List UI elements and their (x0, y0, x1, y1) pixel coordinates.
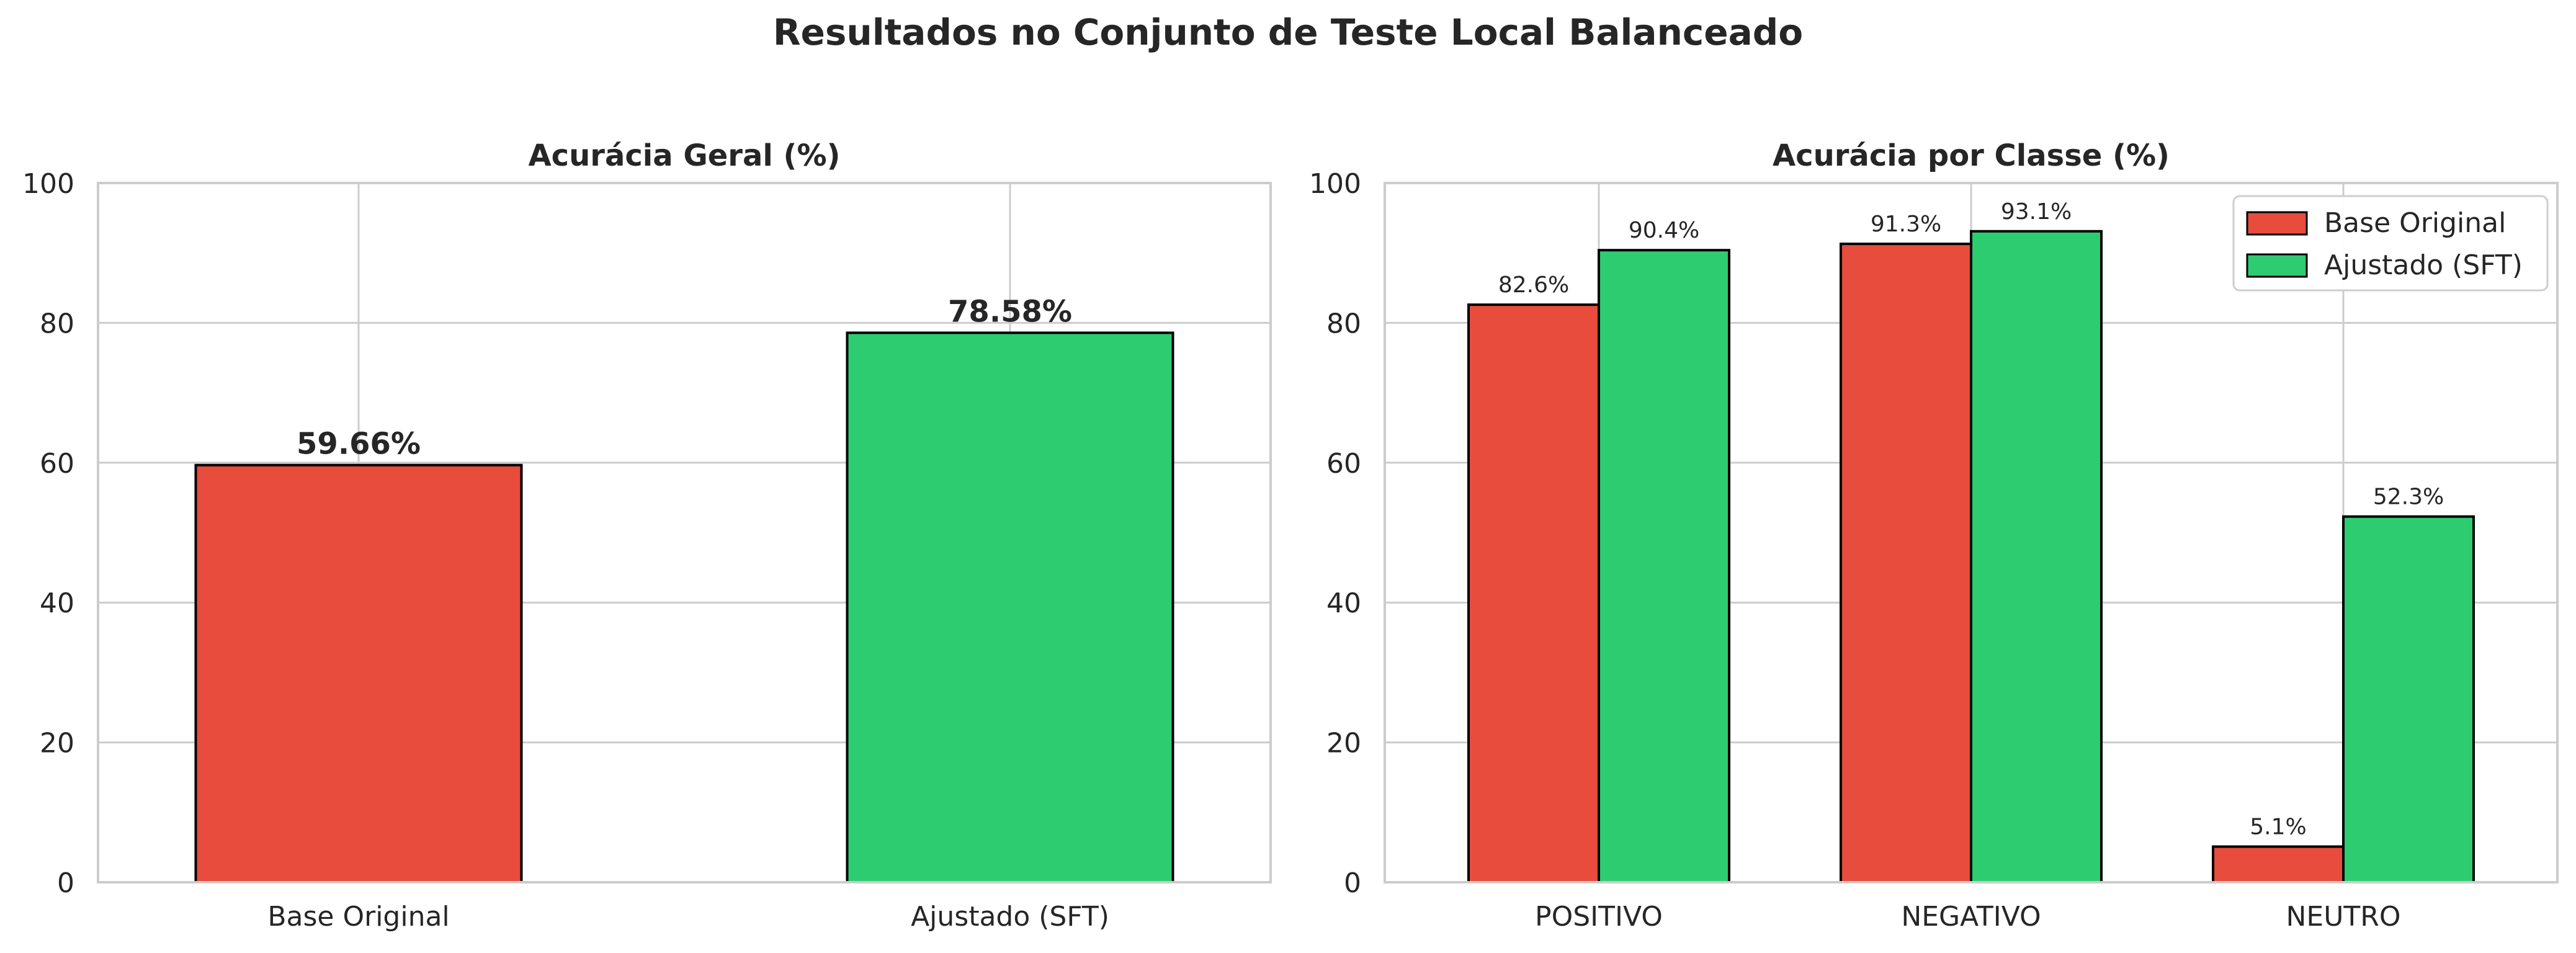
axes-frame (1384, 182, 2559, 884)
y-tick-label: 0 (1344, 867, 1361, 899)
legend-swatch (2246, 253, 2308, 278)
bar-ajustado-sft--0 (1598, 249, 1730, 884)
bar-value-label: 90.4% (1629, 218, 1699, 243)
x-tick-label: Ajustado (SFT) (911, 901, 1109, 933)
x-tick-label: Base Original (267, 901, 449, 933)
bar-ajustado-sft--1 (1970, 230, 2103, 884)
axes-title: Acurácia Geral (%) (529, 138, 841, 173)
bar-value-label: 91.3% (1871, 212, 1941, 237)
y-tick-label: 80 (1326, 308, 1361, 339)
axes-title: Acurácia por Classe (%) (1773, 138, 2170, 173)
x-tick-label: POSITIVO (1535, 901, 1663, 933)
bar-base-original-1 (1840, 243, 1972, 884)
bar-0 (194, 463, 523, 884)
bar-base-original-0 (1467, 303, 1600, 884)
y-tick-label: 100 (22, 168, 74, 200)
y-tick-label: 40 (1326, 588, 1361, 619)
legend-swatch (2246, 211, 2308, 236)
bar-base-original-2 (2212, 845, 2345, 884)
bar-ajustado-sft--2 (2342, 515, 2475, 884)
legend-box (2232, 195, 2549, 292)
y-tick-label: 100 (1309, 168, 1361, 200)
bar-value-label: 5.1% (2250, 815, 2306, 840)
y-tick-label: 60 (40, 448, 74, 480)
y-tick-label: 80 (40, 308, 74, 339)
axes-frame (97, 182, 1272, 884)
bar-value-label: 78.58% (948, 294, 1072, 329)
bar-value-label: 82.6% (1498, 272, 1569, 298)
x-tick-label: NEUTRO (2286, 901, 2400, 933)
bar-value-label: 52.3% (2373, 485, 2444, 510)
y-tick-label: 60 (1326, 448, 1361, 480)
y-tick-label: 20 (40, 728, 74, 759)
y-tick-label: 20 (1326, 728, 1361, 759)
y-tick-label: 40 (40, 588, 74, 619)
y-tick-label: 0 (57, 867, 74, 899)
bar-value-label: 93.1% (2001, 199, 2072, 225)
figure-title: Resultados no Conjunto de Teste Local Ba… (772, 11, 1804, 53)
bar-1 (846, 331, 1174, 884)
x-tick-label: NEGATIVO (1901, 901, 2041, 933)
legend-label: Base Original (2324, 207, 2506, 239)
legend-label: Ajustado (SFT) (2324, 249, 2523, 281)
bar-value-label: 59.66% (297, 427, 421, 462)
